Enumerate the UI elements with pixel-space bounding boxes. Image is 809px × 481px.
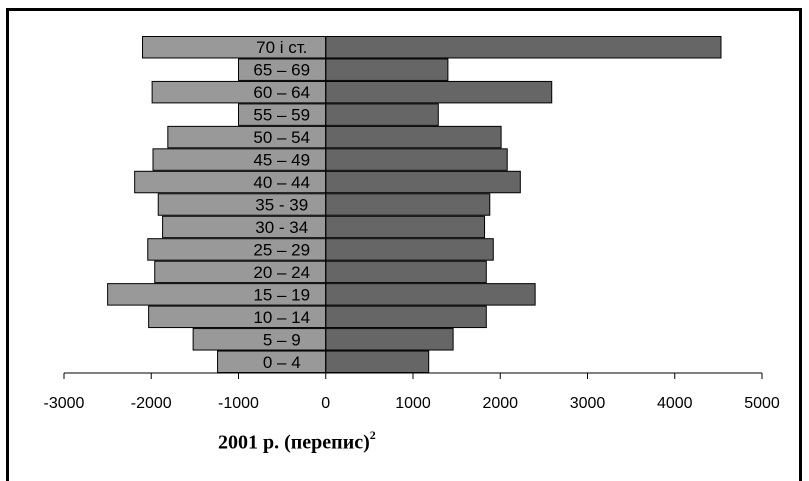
x-axis: -3000 -2000 -1000 0 1000 2000 3000 4000 5000	[44, 36, 780, 412]
bar-right-13	[325, 58, 449, 81]
bar-left-1	[192, 328, 327, 351]
x-tick-label-0: -3000	[44, 395, 85, 412]
category-label-2: 10 – 14	[253, 308, 310, 327]
caption-superscript: 2	[369, 428, 376, 442]
bar-right-1	[325, 328, 454, 351]
x-tick-label-7: 4000	[657, 395, 693, 412]
category-label-0: 0 – 4	[263, 353, 301, 372]
category-label-14: 70 і ст.	[256, 38, 307, 57]
bar-right-6	[325, 215, 486, 239]
bar-right-3	[325, 283, 536, 306]
category-label-3: 15 – 19	[253, 285, 310, 304]
category-label-5: 25 – 29	[253, 240, 310, 259]
x-tick-label-8: 5000	[744, 395, 780, 412]
category-label-7: 35 - 39	[255, 196, 308, 215]
bar-right-8	[325, 170, 521, 194]
series-left-bars	[107, 36, 327, 373]
category-label-9: 45 – 49	[253, 151, 310, 170]
chart-caption: 2001 р. (перепис)2	[218, 428, 376, 455]
x-tick-label-4: 1000	[395, 395, 431, 412]
bar-right-0	[325, 350, 430, 373]
bar-right-12	[325, 80, 553, 104]
category-label-1: 5 – 9	[263, 330, 301, 349]
chart-frame	[6, 8, 802, 481]
category-label-6: 30 - 34	[255, 218, 308, 237]
bar-right-2	[325, 305, 487, 329]
x-tick-label-5: 2000	[482, 395, 518, 412]
x-tick-label-2: -1000	[218, 395, 259, 412]
category-labels: 0 – 4 5 – 9 10 – 14 15 – 19 20 – 24 25 – 29 30…	[253, 38, 310, 372]
bar-right-4	[325, 260, 487, 284]
bar-right-14	[325, 36, 722, 59]
category-label-4: 20 – 24	[253, 263, 310, 282]
x-tick-label-6: 3000	[570, 395, 606, 412]
category-label-8: 40 – 44	[253, 173, 310, 192]
series-right-bars	[325, 36, 722, 373]
bar-right-7	[325, 193, 491, 216]
caption-text: 2001 р. (перепис)	[218, 431, 370, 454]
category-label-10: 50 – 54	[253, 128, 310, 147]
bar-right-10	[325, 125, 502, 149]
bar-right-9	[325, 148, 508, 171]
bar-right-5	[325, 238, 494, 261]
category-label-11: 55 – 59	[253, 106, 310, 125]
x-tick-label-3: 0	[321, 395, 330, 412]
category-label-12: 60 – 64	[253, 83, 310, 102]
category-label-13: 65 – 69	[253, 61, 310, 80]
bar-right-11	[325, 103, 439, 126]
x-tick-label-1: -2000	[131, 395, 172, 412]
